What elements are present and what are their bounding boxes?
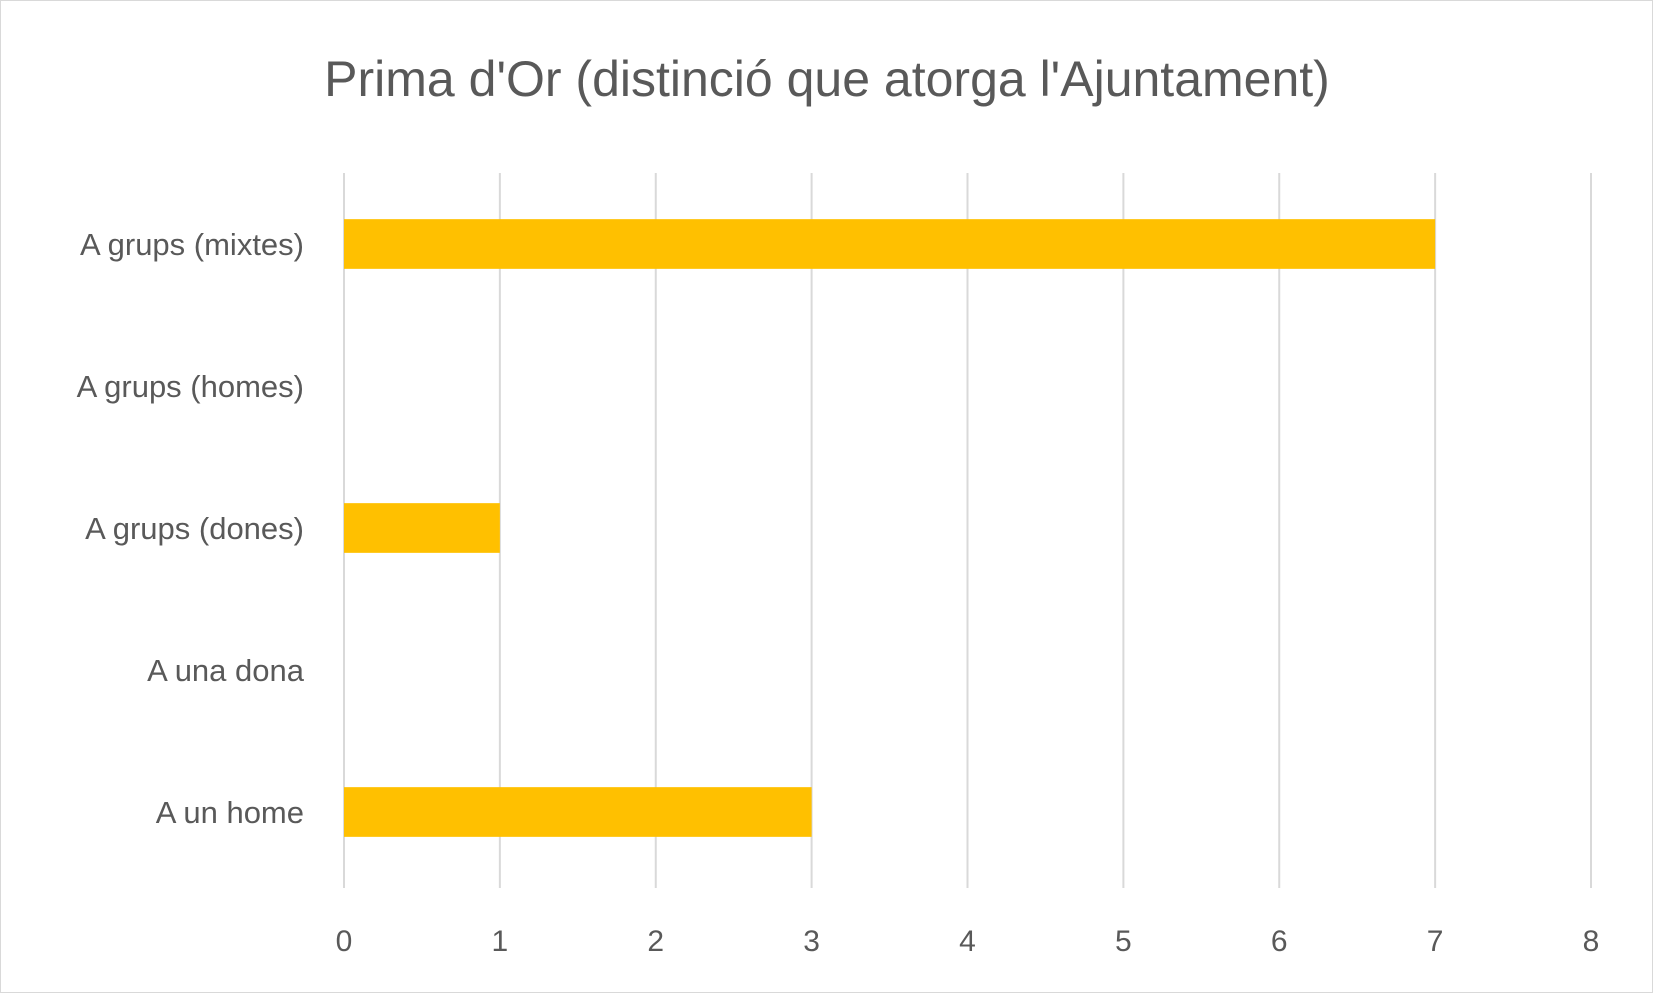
chart-title: Prima d'Or (distinció que atorga l'Ajunt…: [324, 51, 1330, 107]
x-tick-label: 2: [647, 925, 664, 958]
x-tick-label: 7: [1427, 925, 1444, 958]
category-label: A un home: [156, 795, 304, 830]
bar: [344, 503, 500, 553]
x-tick-label: 4: [959, 925, 976, 958]
x-tick-labels: 0 1 2 3 4 5 6 7 8: [336, 925, 1600, 958]
gridlines: [343, 173, 1592, 888]
bars: [344, 219, 1436, 837]
category-labels: A grups (mixtes) A grups (homes) A grups (…: [77, 227, 305, 830]
x-tick-label: 1: [492, 925, 509, 958]
x-tick-label: 3: [803, 925, 820, 958]
bar: [344, 219, 1436, 269]
category-label: A grups (homes): [77, 369, 304, 404]
x-tick-label: 8: [1583, 925, 1600, 958]
category-label: A grups (mixtes): [80, 227, 304, 262]
x-tick-label: 6: [1271, 925, 1288, 958]
bar: [344, 787, 812, 837]
category-label: A grups (dones): [85, 511, 304, 546]
category-label: A una dona: [147, 653, 305, 688]
x-tick-label: 0: [336, 925, 353, 958]
x-tick-label: 5: [1115, 925, 1132, 958]
